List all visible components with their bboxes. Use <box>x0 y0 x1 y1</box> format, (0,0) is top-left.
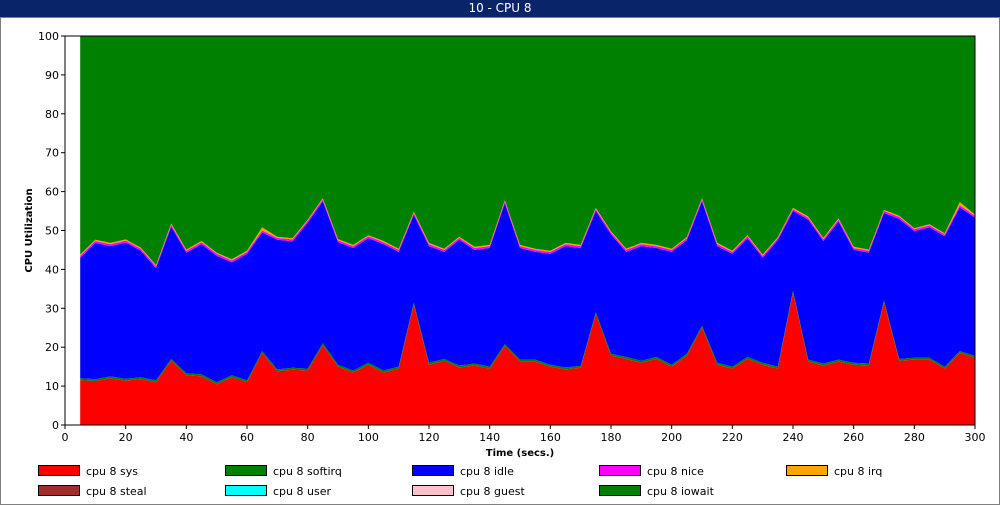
area-series-4 <box>80 198 975 267</box>
legend-label: cpu 8 idle <box>460 465 514 478</box>
legend-swatch <box>225 485 267 496</box>
legend-label: cpu 8 user <box>273 485 331 498</box>
x-tick-label: 260 <box>843 431 864 444</box>
y-tick-label: 30 <box>45 302 59 315</box>
legend-swatch <box>412 465 454 476</box>
x-tick-label: 240 <box>783 431 804 444</box>
y-axis: 0 10 20 30 40 50 60 70 80 90 100 <box>38 30 65 432</box>
legend-swatch <box>786 465 828 476</box>
y-tick-label: 0 <box>52 419 59 432</box>
x-tick-label: 60 <box>240 431 254 444</box>
legend-swatch <box>599 465 641 476</box>
window-title: 10 - CPU 8 <box>0 0 1000 17</box>
x-tick-label: 20 <box>119 431 133 444</box>
legend-swatch <box>225 465 267 476</box>
legend-swatch <box>599 485 641 496</box>
legend-label: cpu 8 guest <box>460 485 525 498</box>
y-tick-label: 90 <box>45 69 59 82</box>
y-tick-label: 70 <box>45 147 59 160</box>
legend-label: cpu 8 steal <box>86 485 147 498</box>
area-series-8 <box>80 36 975 266</box>
x-axis-label: Time (secs.) <box>486 448 555 459</box>
cpu-utilization-chart: 0 10 20 30 40 50 60 70 80 90 100 0 20 40 60 80 100 120 14… <box>24 30 986 459</box>
legend-item: cpu 8 sys <box>38 465 138 479</box>
y-tick-label: 100 <box>38 30 59 43</box>
legend-item: cpu 8 nice <box>599 465 704 479</box>
legend-swatch <box>412 485 454 496</box>
x-tick-label: 300 <box>965 431 986 444</box>
stacked-areas <box>80 36 975 425</box>
x-tick-label: 0 <box>62 431 69 444</box>
legend-item: cpu 8 user <box>225 485 331 499</box>
x-tick-label: 140 <box>479 431 500 444</box>
x-tick-label: 120 <box>419 431 440 444</box>
legend-label: cpu 8 iowait <box>647 485 714 498</box>
legend-label: cpu 8 sys <box>86 465 138 478</box>
legend-item: cpu 8 irq <box>786 465 882 479</box>
y-tick-label: 60 <box>45 186 59 199</box>
y-tick-label: 20 <box>45 341 59 354</box>
y-tick-label: 40 <box>45 263 59 276</box>
x-tick-label: 200 <box>661 431 682 444</box>
y-tick-label: 50 <box>45 225 59 238</box>
y-axis-label: CPU Utilization <box>24 188 35 272</box>
legend-item: cpu 8 softirq <box>225 465 342 479</box>
y-tick-label: 80 <box>45 108 59 121</box>
area-series-2 <box>80 201 975 383</box>
legend-item: cpu 8 steal <box>38 485 147 499</box>
legend-item: cpu 8 guest <box>412 485 525 499</box>
legend-item: cpu 8 idle <box>412 465 514 479</box>
x-axis: 0 20 40 60 80 100 120 140 160 180 200 220 240 260 280 3… <box>62 425 986 444</box>
area-series-0 <box>80 292 975 425</box>
legend-label: cpu 8 irq <box>834 465 883 478</box>
x-tick-label: 220 <box>722 431 743 444</box>
legend-swatch <box>38 465 80 476</box>
x-tick-label: 280 <box>904 431 925 444</box>
legend: cpu 8 sys cpu 8 softirq cpu 8 idle cpu 8 ni… <box>38 465 978 501</box>
x-tick-label: 180 <box>601 431 622 444</box>
x-tick-label: 160 <box>540 431 561 444</box>
legend-label: cpu 8 nice <box>647 465 704 478</box>
legend-swatch <box>38 485 80 496</box>
x-tick-label: 80 <box>301 431 315 444</box>
x-tick-label: 100 <box>358 431 379 444</box>
x-tick-label: 40 <box>179 431 193 444</box>
legend-item: cpu 8 iowait <box>599 485 714 499</box>
legend-label: cpu 8 softirq <box>273 465 342 478</box>
y-tick-label: 10 <box>45 380 59 393</box>
